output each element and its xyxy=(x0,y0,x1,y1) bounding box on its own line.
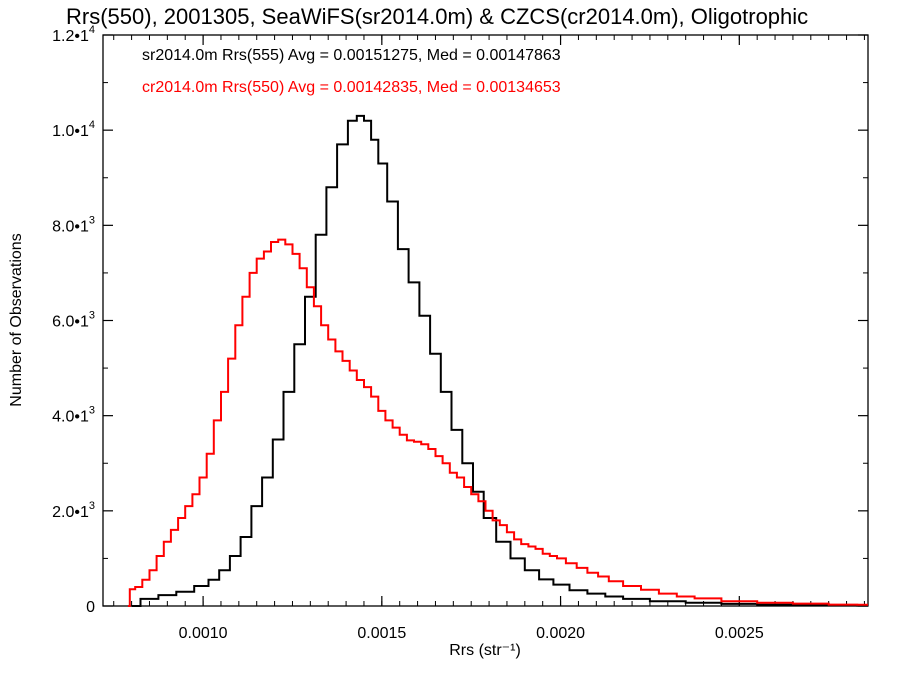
legend-entry-cr2014: cr2014.0m Rrs(550) Avg = 0.00142835, Med… xyxy=(142,79,561,96)
y-tick-label: 1.2•14 xyxy=(52,24,95,45)
x-tick-label: 0.0015 xyxy=(357,625,406,642)
plot-frame xyxy=(102,34,869,607)
legend-entry-sr2014: sr2014.0m Rrs(555) Avg = 0.00151275, Med… xyxy=(142,47,561,64)
y-tick-label: 6.0•13 xyxy=(52,310,95,331)
y-axis-ticks: 0 2.0•13 4.0•13 6.0•13 8.0•13 1.0•14 1.2•14 xyxy=(52,24,868,616)
series-line-sr2014 xyxy=(131,114,868,607)
y-axis-label: Number of Observations xyxy=(8,233,25,406)
x-tick-label: 0.0025 xyxy=(715,625,764,642)
x-axis-label: Rrs (str⁻¹) xyxy=(449,642,521,659)
y-tick-label: 0 xyxy=(86,599,95,616)
series-lines xyxy=(128,114,868,607)
x-tick-label: 0.0010 xyxy=(179,625,228,642)
x-axis-ticks: 0.0010 0.0015 0.0020 0.0025 xyxy=(113,35,865,642)
series-line-cr2014 xyxy=(128,238,868,607)
y-tick-label: 8.0•13 xyxy=(52,214,95,235)
y-tick-label: 4.0•13 xyxy=(52,405,95,426)
x-tick-label: 0.0020 xyxy=(536,625,585,642)
y-tick-label: 1.0•14 xyxy=(52,119,95,140)
legend: sr2014.0m Rrs(555) Avg = 0.00151275, Med… xyxy=(142,47,561,96)
chart-title: Rrs(550), 2001305, SeaWiFS(sr2014.0m) & … xyxy=(66,4,808,29)
y-tick-label: 2.0•13 xyxy=(52,500,95,521)
